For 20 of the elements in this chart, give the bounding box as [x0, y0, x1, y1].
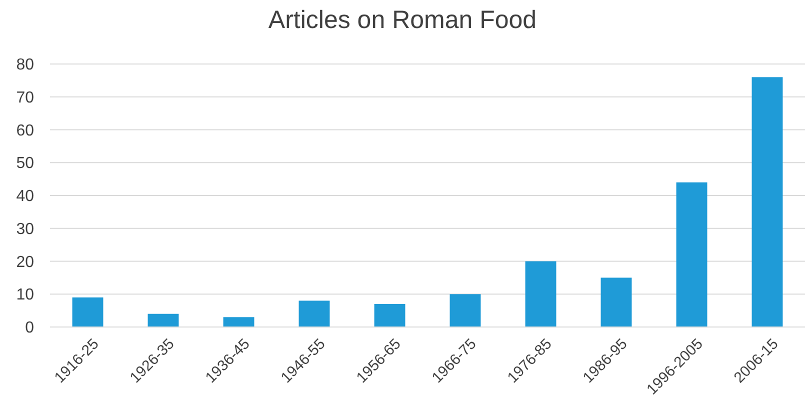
y-tick-label: 10 — [16, 286, 34, 304]
bar — [374, 304, 406, 327]
bar — [223, 317, 254, 327]
y-tick-label: 20 — [16, 254, 34, 271]
bar — [148, 314, 179, 327]
bar — [676, 182, 708, 327]
bar — [450, 294, 481, 327]
bar — [298, 300, 330, 327]
y-tick-label: 80 — [16, 56, 34, 74]
y-tick-label: 30 — [16, 220, 34, 238]
y-tick-label: 60 — [16, 122, 34, 140]
chart-title: Articles on Roman Food — [268, 6, 537, 34]
y-tick-label: 70 — [16, 89, 34, 106]
bar — [600, 278, 632, 327]
y-tick-label: 0 — [25, 320, 34, 337]
bar — [752, 77, 783, 327]
y-tick-label: 40 — [16, 188, 34, 206]
y-tick-label: 50 — [16, 155, 34, 172]
bar — [525, 261, 556, 327]
bar — [72, 297, 104, 327]
